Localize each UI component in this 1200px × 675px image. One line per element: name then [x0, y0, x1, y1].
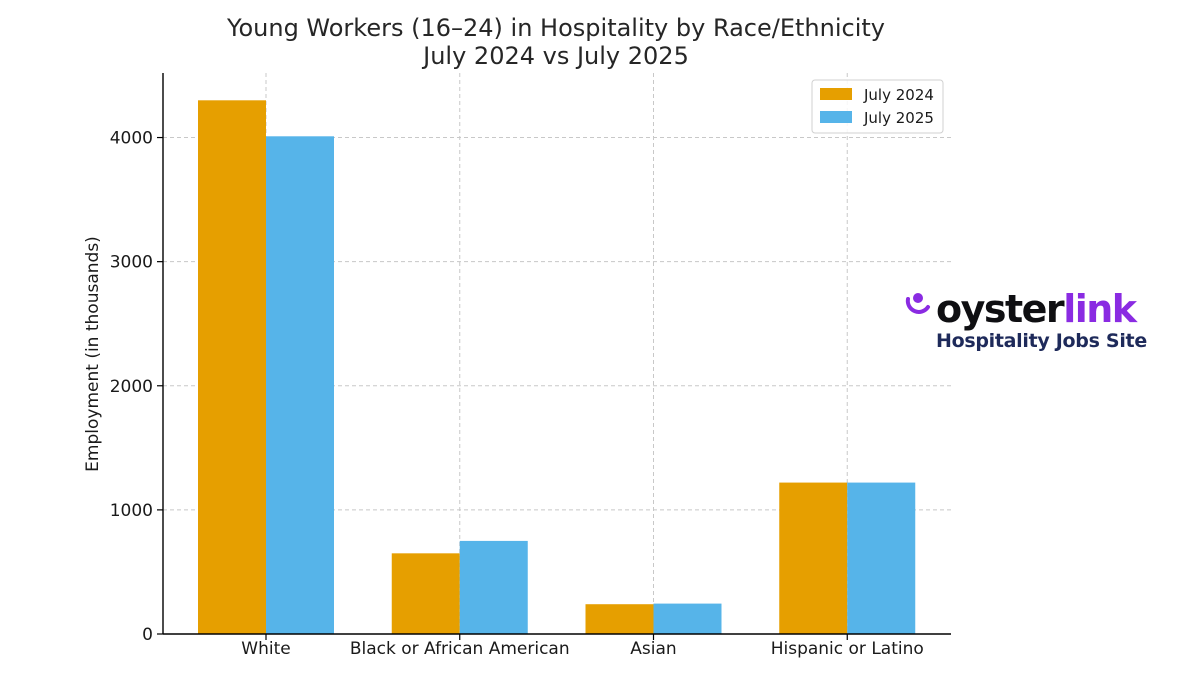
brand-name: oysterlink: [936, 286, 1137, 332]
bar-july-2024: [779, 482, 848, 634]
y-tick-label: 1000: [110, 501, 153, 521]
brand-watermark: oysterlink Hospitality Jobs Site: [904, 286, 1184, 352]
legend-label: July 2025: [863, 109, 934, 127]
y-axis-label: Employment (in thousands): [83, 236, 103, 472]
x-tick-label: Hispanic or Latino: [771, 639, 924, 659]
x-ticks: White Black or African American Asian Hispa…: [241, 634, 924, 659]
bar-july-2024: [585, 604, 654, 634]
x-tick-label: White: [241, 639, 290, 659]
axes: [162, 73, 951, 635]
bar-july-2025: [847, 482, 916, 634]
y-ticks: 0 1000 2000 3000 4000: [110, 129, 163, 645]
oyster-pearl-icon: [905, 293, 930, 314]
y-tick-label: 4000: [110, 129, 153, 149]
bar-july-2024: [391, 553, 460, 634]
x-tick-label: Asian: [630, 639, 676, 659]
brand-name-part2: link: [1063, 287, 1137, 331]
bar-july-2025: [266, 136, 334, 634]
y-tick-label: 0: [142, 625, 153, 645]
bars: [198, 100, 916, 635]
chart-subtitle: July 2024 vs July 2025: [421, 42, 689, 70]
y-tick-label: 3000: [110, 253, 153, 273]
bar-july-2025: [459, 540, 528, 634]
x-tick-label: Black or African American: [350, 639, 570, 659]
legend: July 2024 July 2025: [811, 79, 944, 134]
legend-swatch: [820, 111, 852, 123]
legend-label: July 2024: [863, 86, 934, 104]
brand-name-part1: oyster: [936, 287, 1065, 331]
y-tick-label: 2000: [110, 377, 153, 397]
bar-july-2025: [653, 603, 722, 634]
brand-tagline: Hospitality Jobs Site: [936, 330, 1147, 352]
legend-swatch: [820, 88, 852, 100]
bar-july-2024: [198, 100, 266, 635]
chart-title: Young Workers (16–24) in Hospitality by …: [226, 14, 885, 42]
